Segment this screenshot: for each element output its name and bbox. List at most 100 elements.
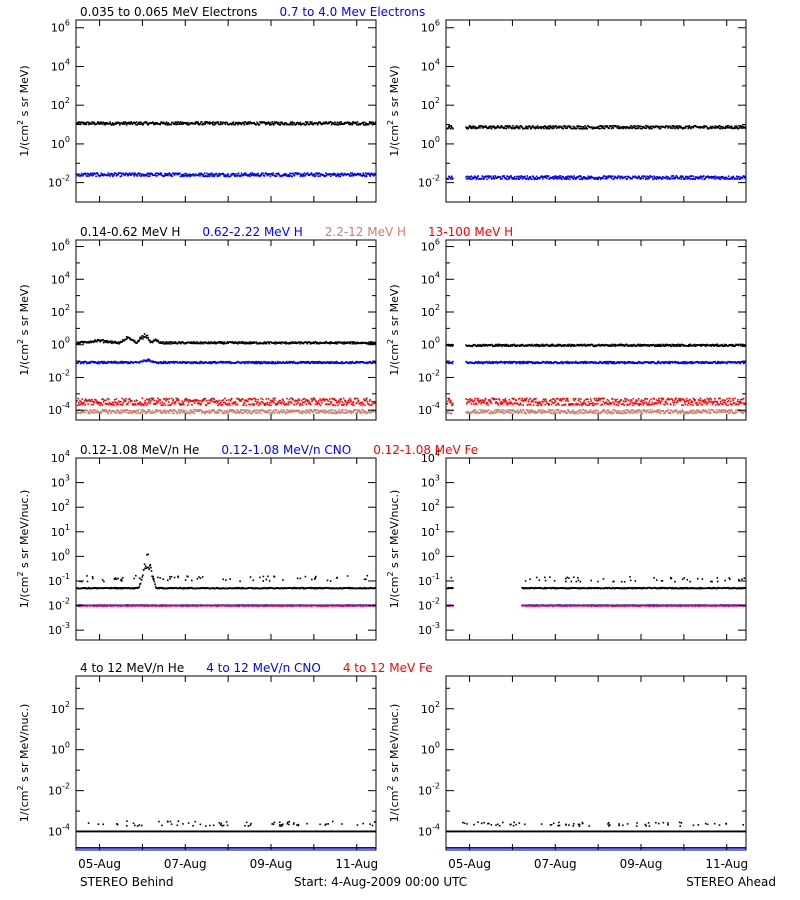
data-point (203, 398, 205, 400)
data-point (313, 361, 315, 363)
data-point (226, 410, 228, 412)
data-point (301, 401, 304, 403)
data-point (322, 411, 325, 414)
data-point (89, 361, 92, 364)
data-point (207, 342, 209, 345)
data-point (316, 409, 319, 411)
data-point (281, 175, 284, 177)
data-point (566, 127, 568, 129)
data-point (330, 409, 332, 411)
data-point (117, 410, 119, 412)
data-point (193, 399, 195, 402)
data-point (301, 173, 303, 176)
data-point (447, 178, 449, 180)
data-point (100, 121, 103, 124)
data-point (112, 122, 114, 124)
data-point (716, 176, 719, 178)
data-point (573, 175, 575, 177)
data-point (288, 398, 291, 401)
data-point (369, 173, 372, 176)
data-point (97, 401, 100, 404)
data-point (146, 121, 148, 124)
data-point (508, 176, 510, 178)
data-point (699, 176, 701, 178)
data-point (678, 345, 680, 347)
data-point (241, 174, 243, 176)
data-point (105, 122, 108, 125)
data-point (147, 336, 149, 339)
data-point (594, 178, 596, 180)
data-point (95, 340, 97, 343)
data-point (645, 127, 647, 130)
data-point (148, 410, 150, 413)
data-point (578, 175, 580, 178)
data-point (271, 412, 273, 414)
data-point (278, 410, 280, 413)
data-point (516, 175, 519, 178)
data-point (476, 345, 478, 347)
data-point (93, 401, 95, 403)
data-point (532, 176, 535, 179)
data-point (547, 125, 550, 127)
data-point (359, 362, 361, 364)
data-point (76, 175, 79, 177)
data-point (534, 361, 536, 364)
data-point (621, 125, 624, 128)
data-point (332, 398, 334, 400)
data-point (203, 123, 205, 126)
data-point (221, 341, 223, 343)
data-point (571, 176, 574, 178)
data-point (285, 360, 288, 363)
data-point (716, 345, 718, 347)
data-point (316, 124, 319, 126)
data-point (159, 399, 162, 401)
data-point (508, 360, 511, 363)
data-point (568, 175, 570, 178)
data-point (289, 121, 292, 124)
data-point (641, 344, 643, 346)
data-point (496, 344, 499, 347)
data-point (357, 124, 360, 126)
data-point (162, 411, 164, 414)
data-point (631, 127, 634, 130)
data-point (183, 411, 186, 413)
data-point (296, 399, 299, 402)
data-point (109, 402, 111, 405)
data-point (187, 404, 189, 406)
data-point (330, 341, 332, 343)
data-point (345, 404, 348, 406)
data-point (277, 360, 280, 363)
data-point (555, 344, 558, 346)
data-point (505, 178, 508, 181)
legend-entry: 0.035 to 0.065 MeV Electrons (80, 5, 257, 19)
data-point (572, 344, 574, 346)
data-point (228, 399, 230, 401)
data-point (196, 361, 198, 364)
data-point (285, 341, 287, 343)
data-point (166, 124, 169, 126)
data-point (197, 174, 199, 177)
data-point (247, 409, 250, 412)
data-point (707, 176, 710, 178)
data-point (448, 175, 451, 178)
plot-area (446, 124, 746, 181)
data-point (351, 124, 354, 126)
data-point (744, 127, 746, 129)
y-tick-label: 100 (51, 135, 70, 151)
data-point (134, 403, 137, 405)
data-point (316, 401, 319, 404)
plot-area (76, 333, 376, 415)
data-point (251, 172, 254, 174)
data-point (447, 127, 449, 129)
data-point (144, 399, 146, 402)
data-point (253, 173, 255, 175)
data-point (236, 122, 239, 124)
data-point (167, 341, 169, 343)
data-point (352, 400, 355, 403)
data-point (514, 361, 517, 363)
data-point (211, 410, 213, 413)
data-point (676, 344, 679, 347)
data-point (140, 336, 143, 339)
data-point (304, 401, 306, 403)
data-point (491, 177, 494, 180)
